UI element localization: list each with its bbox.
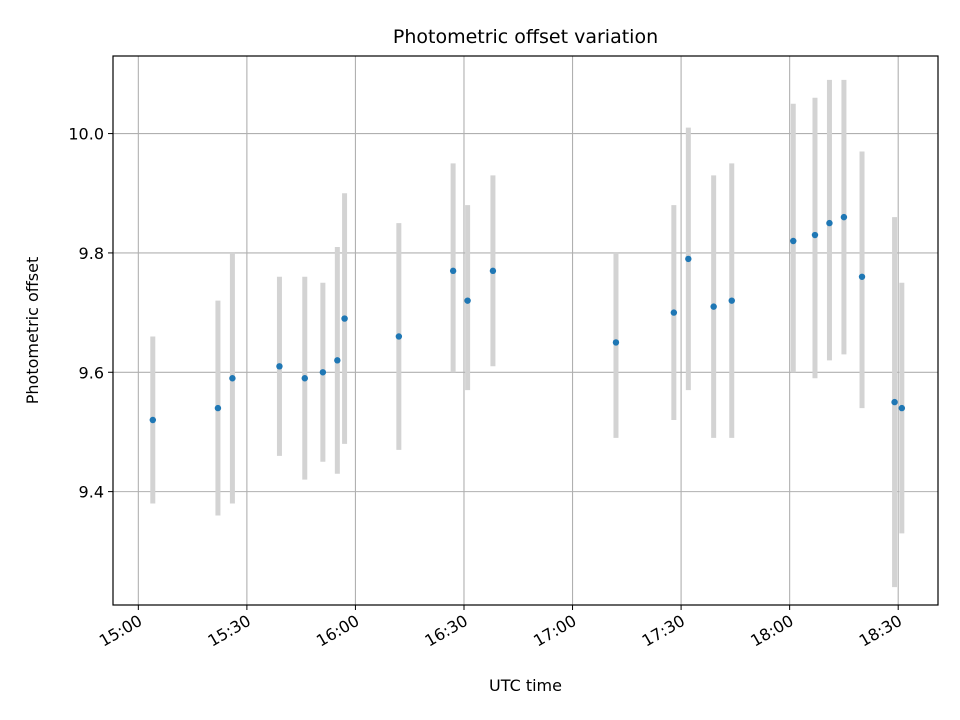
- data-point: [301, 375, 308, 382]
- chart-title: Photometric offset variation: [393, 26, 658, 48]
- data-point: [449, 267, 457, 275]
- data-points: [149, 213, 906, 424]
- data-point: [898, 404, 906, 412]
- data-point: [685, 255, 692, 263]
- data-point: [395, 333, 403, 340]
- plot-frame: [112, 55, 939, 606]
- data-point: [276, 363, 283, 370]
- data-point: [891, 398, 898, 406]
- data-point: [319, 369, 327, 376]
- x-axis-label: UTC time: [489, 676, 562, 695]
- y-tick-label: 10.0: [68, 125, 104, 144]
- data-point: [612, 339, 620, 346]
- data-point: [229, 375, 236, 382]
- data-point: [826, 219, 833, 227]
- data-point: [214, 404, 222, 412]
- data-point: [710, 303, 717, 310]
- data-point: [670, 309, 678, 316]
- data-point: [790, 237, 797, 245]
- y-tick-label: 9.6: [79, 363, 104, 382]
- data-point: [334, 357, 341, 364]
- data-point: [858, 273, 866, 280]
- y-axis-label: Photometric offset: [23, 257, 42, 405]
- grid: [113, 56, 938, 605]
- data-point: [811, 231, 819, 239]
- data-point: [489, 267, 497, 275]
- data-point: [149, 416, 157, 424]
- data-point: [341, 315, 348, 322]
- data-point: [464, 297, 471, 304]
- data-point: [728, 297, 735, 304]
- data-point: [840, 213, 848, 221]
- y-axis-ticks: 9.4 9.6 9.8 10.0: [68, 125, 113, 502]
- y-tick-label: 9.8: [79, 244, 104, 263]
- y-tick-label: 9.4: [79, 483, 104, 502]
